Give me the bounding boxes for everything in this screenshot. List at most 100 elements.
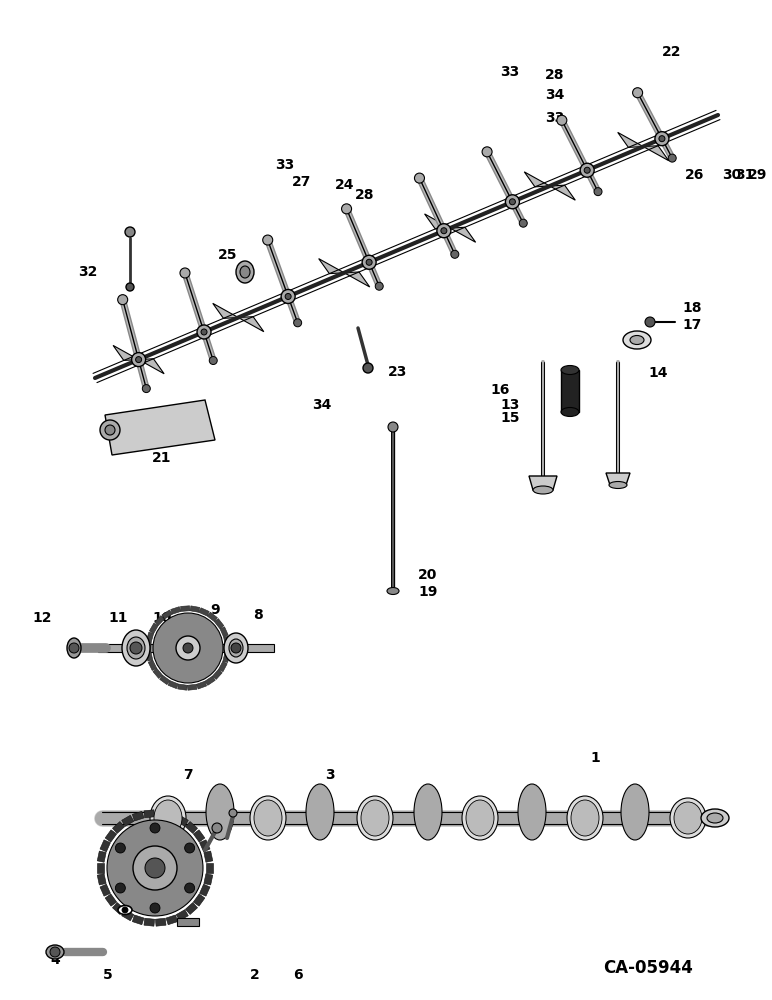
Polygon shape — [223, 653, 230, 663]
Ellipse shape — [122, 630, 150, 666]
Ellipse shape — [150, 796, 186, 840]
Ellipse shape — [707, 813, 723, 823]
Polygon shape — [132, 811, 144, 821]
Circle shape — [185, 843, 195, 853]
Bar — [177, 918, 199, 926]
Ellipse shape — [240, 266, 250, 278]
Polygon shape — [178, 684, 188, 690]
Polygon shape — [105, 830, 117, 842]
Circle shape — [451, 250, 459, 258]
Circle shape — [293, 319, 302, 327]
Bar — [98, 644, 274, 652]
Polygon shape — [218, 661, 227, 672]
Circle shape — [185, 883, 195, 893]
Polygon shape — [113, 345, 164, 374]
Circle shape — [388, 422, 398, 432]
Circle shape — [122, 907, 128, 913]
Circle shape — [655, 132, 669, 146]
Text: 31: 31 — [735, 168, 755, 182]
Circle shape — [115, 883, 125, 893]
Text: 11: 11 — [108, 611, 127, 625]
Circle shape — [482, 147, 492, 157]
Ellipse shape — [229, 639, 243, 657]
Circle shape — [366, 259, 372, 265]
Text: 3: 3 — [325, 768, 335, 782]
Circle shape — [229, 809, 237, 817]
Text: 27: 27 — [293, 175, 312, 189]
Circle shape — [262, 235, 273, 245]
Circle shape — [231, 643, 241, 653]
Circle shape — [142, 385, 151, 393]
Ellipse shape — [154, 800, 182, 836]
Text: 18: 18 — [682, 301, 702, 315]
Polygon shape — [147, 632, 154, 642]
Circle shape — [69, 643, 79, 653]
Circle shape — [212, 823, 222, 833]
Circle shape — [150, 903, 160, 913]
Polygon shape — [105, 894, 117, 906]
Text: 33: 33 — [276, 158, 295, 172]
Polygon shape — [144, 918, 154, 926]
Polygon shape — [196, 681, 207, 689]
Polygon shape — [146, 642, 151, 651]
Text: 5: 5 — [103, 968, 113, 982]
Ellipse shape — [466, 800, 494, 836]
Polygon shape — [188, 684, 197, 690]
Polygon shape — [132, 915, 144, 925]
Circle shape — [131, 353, 146, 367]
Ellipse shape — [254, 800, 282, 836]
Polygon shape — [205, 676, 215, 685]
Polygon shape — [204, 851, 213, 862]
Polygon shape — [149, 623, 158, 633]
Ellipse shape — [236, 261, 254, 283]
Polygon shape — [162, 610, 172, 619]
Polygon shape — [155, 918, 166, 926]
Circle shape — [632, 88, 642, 98]
Ellipse shape — [110, 856, 200, 880]
Ellipse shape — [462, 796, 498, 840]
Circle shape — [145, 858, 165, 878]
Circle shape — [581, 163, 594, 177]
Polygon shape — [524, 172, 575, 200]
Ellipse shape — [518, 784, 546, 840]
Text: 32: 32 — [78, 265, 98, 279]
Text: 23: 23 — [388, 365, 408, 379]
Ellipse shape — [118, 906, 132, 914]
Polygon shape — [144, 810, 154, 818]
Text: 9: 9 — [210, 603, 220, 617]
Ellipse shape — [224, 633, 248, 663]
Ellipse shape — [387, 587, 399, 594]
Ellipse shape — [571, 800, 599, 836]
Circle shape — [107, 820, 203, 916]
Ellipse shape — [67, 638, 81, 658]
Ellipse shape — [630, 336, 644, 344]
Text: 16: 16 — [490, 383, 510, 397]
Polygon shape — [166, 915, 178, 925]
Polygon shape — [113, 903, 124, 914]
Bar — [561, 370, 579, 412]
Circle shape — [362, 255, 376, 269]
Circle shape — [285, 293, 291, 299]
Text: 13: 13 — [500, 398, 520, 412]
Polygon shape — [425, 214, 476, 242]
Circle shape — [117, 295, 127, 305]
Circle shape — [153, 613, 223, 683]
Polygon shape — [113, 822, 124, 833]
Circle shape — [197, 325, 211, 339]
Text: 4: 4 — [50, 953, 60, 967]
Circle shape — [341, 204, 351, 214]
Text: 30: 30 — [723, 168, 742, 182]
Polygon shape — [212, 669, 222, 679]
Polygon shape — [224, 636, 230, 646]
Text: 22: 22 — [662, 45, 682, 59]
Ellipse shape — [674, 802, 702, 834]
Polygon shape — [213, 303, 264, 332]
Polygon shape — [153, 668, 163, 678]
Text: 6: 6 — [293, 968, 303, 982]
Circle shape — [669, 154, 676, 162]
Polygon shape — [185, 903, 198, 914]
Polygon shape — [206, 863, 213, 873]
Circle shape — [510, 199, 516, 205]
Polygon shape — [529, 476, 557, 490]
Polygon shape — [215, 619, 224, 629]
